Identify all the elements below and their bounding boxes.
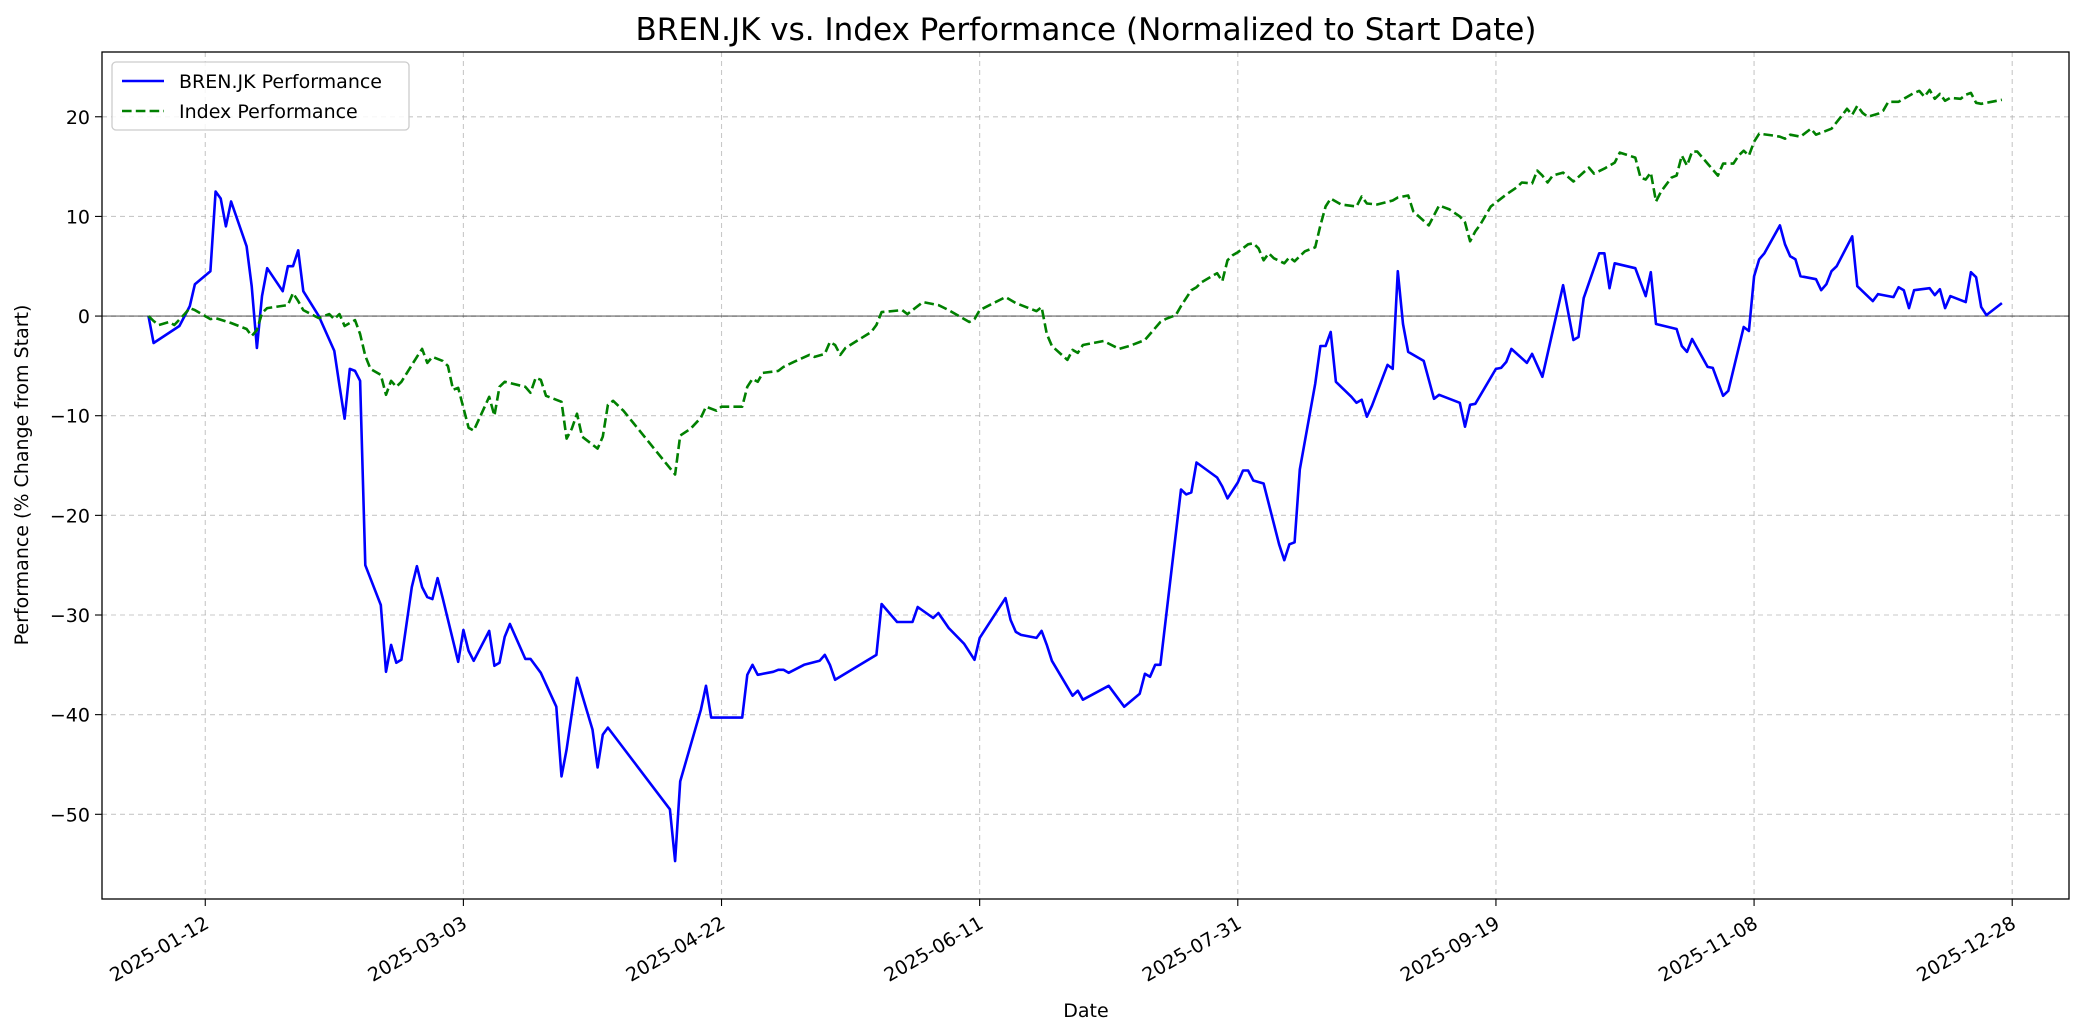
y-tick-label: 20 [66,107,90,129]
plot-frame [101,51,2070,900]
grid-lines [102,52,2069,899]
y-tick-label: −40 [50,705,90,727]
legend-label-index: Index Performance [179,101,358,123]
x-axis-label: Date [1063,1000,1108,1022]
y-tick-label: 0 [78,306,90,328]
y-tick-label: −30 [50,605,90,627]
legend-label-bren: BREN.JK Performance [179,71,382,93]
legend: BREN.JK Performance Index Performance [111,61,410,131]
legend-box [111,61,410,131]
y-axis-label: Performance (% Change from Start) [11,305,33,646]
y-axis-ticks: 20 10 0 −10 −20 −30 −40 −50 [50,107,102,826]
bren-performance-line [147,190,2003,863]
y-tick-label: −50 [50,804,90,826]
y-tick-label: 10 [66,206,90,228]
chart-title: BREN.JK vs. Index Performance (Normalize… [636,12,1537,48]
series-layer [147,88,2003,863]
index-performance-line [147,88,2003,476]
y-tick-label: −20 [50,505,90,527]
y-tick-label: −10 [50,406,90,428]
